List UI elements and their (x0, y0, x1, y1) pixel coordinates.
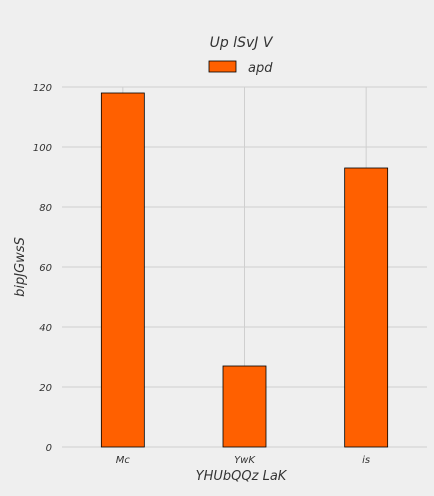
x-tick-label: YwK (234, 455, 256, 466)
x-axis-label: YHUbQQz LaK (196, 469, 288, 484)
y-tick-label: 40 (39, 323, 52, 334)
legend-label: apd (248, 61, 273, 76)
bars (100, 92, 389, 448)
y-tick-label: 120 (33, 83, 52, 94)
chart-title: Up lSvJ V (210, 35, 274, 51)
y-tick-labels: 0 20 40 60 80 100 120 (33, 83, 52, 454)
bar (100, 92, 145, 448)
y-axis-label: bipJGwsS (13, 237, 28, 297)
x-tick-labels: Mc YwK is (116, 455, 370, 466)
legend-swatch (208, 60, 237, 73)
y-tick-label: 80 (39, 203, 52, 214)
y-tick-label: 60 (39, 263, 52, 274)
x-tick-label: is (362, 455, 370, 466)
legend: apd (208, 60, 273, 76)
y-tick-label: 100 (33, 143, 52, 154)
bar (344, 167, 389, 448)
bar (222, 365, 267, 448)
x-tick-label: Mc (116, 455, 131, 466)
y-tick-label: 0 (46, 443, 52, 454)
y-tick-label: 20 (39, 383, 52, 394)
